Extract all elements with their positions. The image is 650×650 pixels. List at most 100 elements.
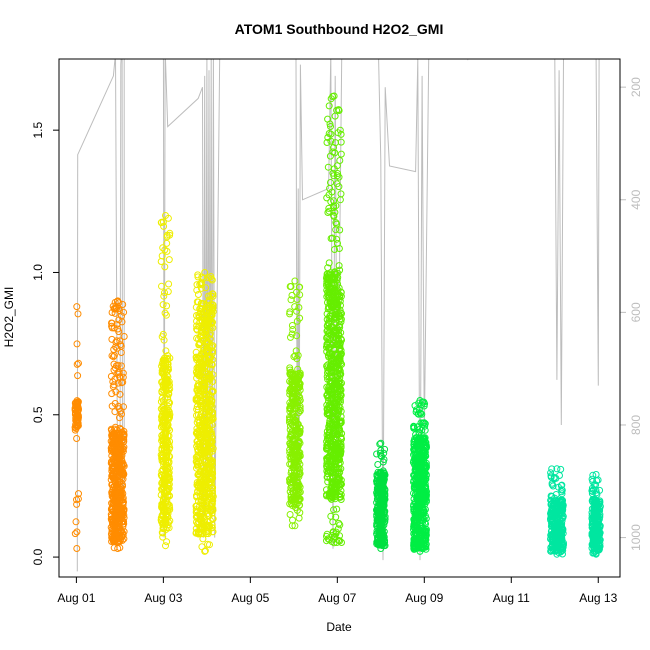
data-point xyxy=(108,324,116,332)
data-point xyxy=(335,452,343,460)
data-point xyxy=(109,518,117,526)
data-point xyxy=(166,438,174,445)
data-point xyxy=(327,468,335,476)
data-point xyxy=(199,428,207,436)
data-point xyxy=(337,407,345,415)
x-axis-label: Date xyxy=(326,620,352,634)
data-point xyxy=(165,256,173,264)
data-point xyxy=(120,308,128,316)
x-tick-label: Aug 13 xyxy=(579,591,617,605)
data-point xyxy=(374,461,382,468)
data-point xyxy=(114,478,122,486)
data-point xyxy=(336,382,343,390)
data-point xyxy=(206,478,214,486)
data-point xyxy=(286,478,294,486)
data-point xyxy=(290,399,298,407)
data-point xyxy=(164,352,172,360)
data-point xyxy=(113,496,120,504)
data-point xyxy=(286,511,294,518)
data-point xyxy=(118,536,126,544)
data-point xyxy=(120,333,128,340)
data-point xyxy=(323,462,331,470)
data-point xyxy=(164,288,172,296)
data-point xyxy=(331,488,339,496)
data-point xyxy=(159,330,167,338)
data-point xyxy=(323,194,331,202)
chart-title: ATOM1 Southbound H2O2_GMI xyxy=(235,21,444,37)
data-point xyxy=(329,409,337,417)
data-point xyxy=(328,472,336,480)
data-point xyxy=(293,390,301,398)
data-point xyxy=(203,347,211,355)
data-point xyxy=(291,464,299,472)
data-point xyxy=(115,465,123,473)
data-point xyxy=(71,530,79,538)
data-point xyxy=(118,497,126,504)
data-point xyxy=(200,489,208,497)
data-point xyxy=(157,258,165,265)
data-point xyxy=(194,271,202,279)
data-point xyxy=(335,183,343,191)
right-tick-label: 200 xyxy=(629,77,643,97)
data-point xyxy=(113,362,120,370)
data-point xyxy=(327,484,335,492)
data-point xyxy=(294,351,302,359)
data-point xyxy=(336,291,344,299)
data-point xyxy=(163,462,171,470)
data-point xyxy=(72,402,80,409)
data-point xyxy=(206,303,214,311)
data-point xyxy=(293,317,301,325)
data-point xyxy=(195,530,202,538)
data-point xyxy=(208,438,216,446)
data-point xyxy=(117,464,125,472)
data-point xyxy=(334,469,342,477)
data-point xyxy=(332,318,340,326)
right-tick-label: 600 xyxy=(629,302,643,322)
data-point xyxy=(324,478,332,486)
data-point xyxy=(286,366,294,374)
data-point xyxy=(73,545,81,552)
pressure-profile-line xyxy=(76,59,600,572)
data-point xyxy=(205,428,212,435)
data-point xyxy=(205,454,213,461)
data-point xyxy=(118,506,126,514)
data-point xyxy=(334,334,342,342)
y-tick-label: 1.0 xyxy=(31,264,45,281)
data-point xyxy=(327,494,335,502)
data-point xyxy=(327,137,335,145)
data-point xyxy=(323,537,330,545)
data-point xyxy=(206,541,213,549)
data-point xyxy=(288,291,296,299)
data-point xyxy=(160,292,168,300)
data-point xyxy=(204,423,212,431)
data-point xyxy=(335,262,343,270)
data-point xyxy=(296,449,304,457)
data-point xyxy=(197,445,204,453)
series-2 xyxy=(107,297,128,552)
series-7 xyxy=(373,439,389,552)
data-point xyxy=(75,490,82,498)
y-tick-label: 0.5 xyxy=(31,406,45,423)
data-point xyxy=(289,471,297,479)
data-point xyxy=(206,365,214,373)
data-point xyxy=(336,196,344,204)
data-point xyxy=(108,319,115,327)
data-point xyxy=(324,163,332,171)
data-point xyxy=(333,162,341,170)
data-point xyxy=(295,514,303,522)
data-point xyxy=(165,378,173,386)
series-9 xyxy=(547,465,567,558)
data-point xyxy=(119,301,127,308)
data-point xyxy=(158,455,166,462)
data-point xyxy=(165,280,173,288)
data-point xyxy=(209,290,217,298)
data-point xyxy=(197,281,205,289)
data-points-layer xyxy=(71,92,604,558)
data-point xyxy=(200,355,208,363)
data-point xyxy=(337,496,345,503)
series-4 xyxy=(192,269,217,555)
data-point xyxy=(208,503,216,511)
data-point xyxy=(206,335,214,343)
data-point xyxy=(289,394,297,402)
